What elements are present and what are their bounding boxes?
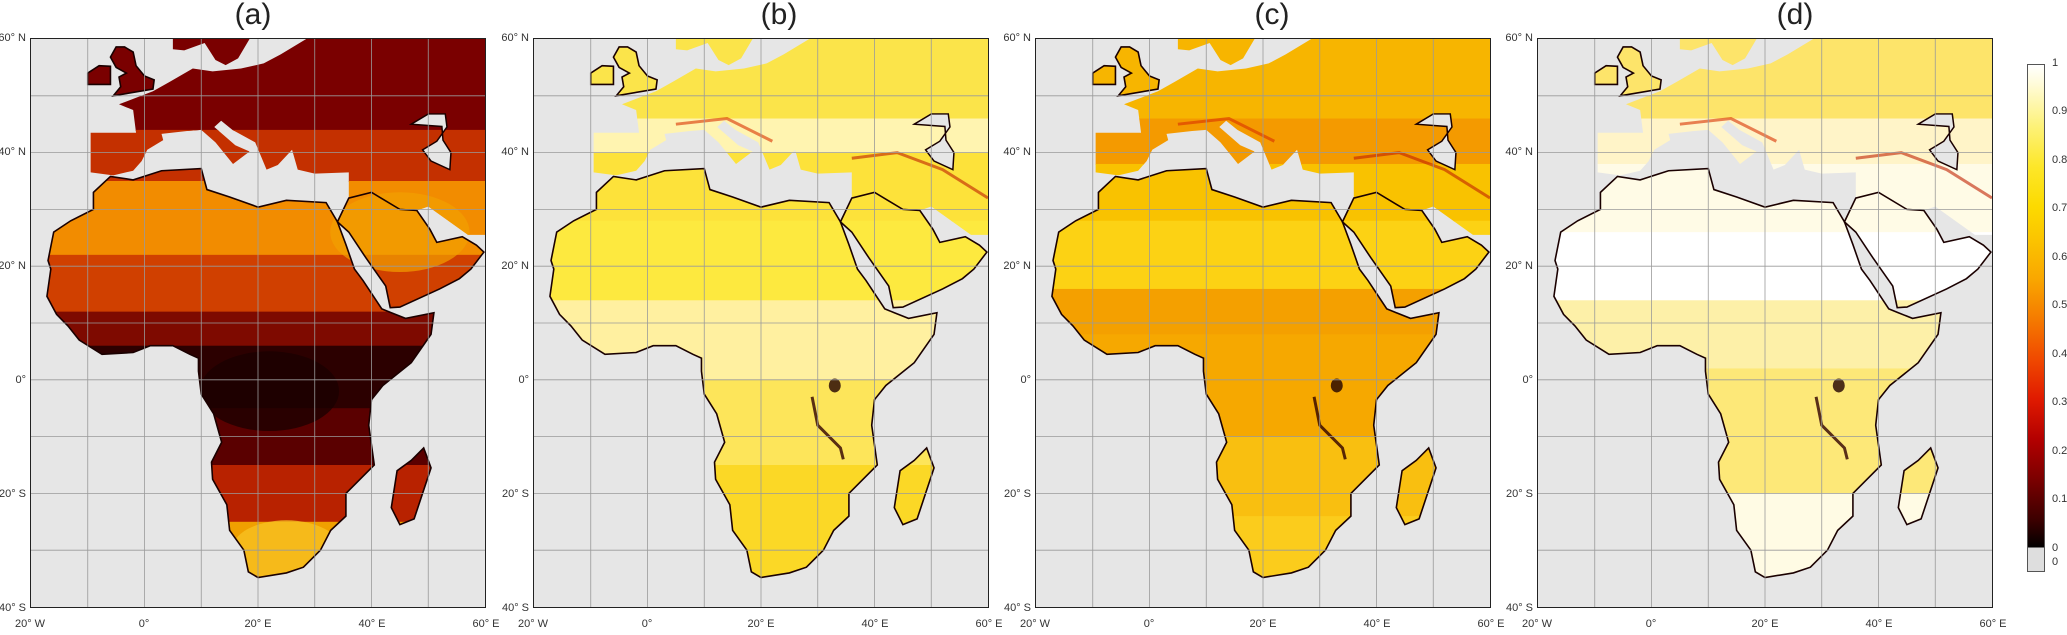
longitude-label: 20° E <box>1249 618 1277 630</box>
coastline <box>589 64 615 86</box>
latitude-label: 20° S <box>501 488 529 500</box>
colorbar-tick: 0.3 <box>2052 396 2067 409</box>
colorbar-tick: 0.9 <box>2052 105 2067 118</box>
colorbar-tick: 0.8 <box>2052 153 2067 166</box>
latitude-label: 60° N <box>1505 32 1533 44</box>
value-band <box>1051 220 1490 290</box>
latitude-label: 20° N <box>1003 260 1031 272</box>
dark-core <box>199 351 340 432</box>
longitude-label: 40° E <box>861 618 889 630</box>
longitude-label: 0° <box>1143 618 1155 630</box>
panel-title-c: (c) <box>1254 0 1290 31</box>
coastline <box>109 46 156 97</box>
latitude-label: 40° S <box>501 602 529 614</box>
latitude-label: 20° N <box>501 260 529 272</box>
latitude-label: 20° S <box>1505 488 1533 500</box>
value-band <box>1553 232 1992 302</box>
map-svg <box>31 39 485 607</box>
latitude-label: 40° N <box>501 146 529 158</box>
longitude-label: 0° <box>641 618 653 630</box>
longitude-label: 0° <box>1645 618 1657 630</box>
longitude-label: 40° E <box>1363 618 1391 630</box>
latitude-label: 40° N <box>1505 146 1533 158</box>
colorbar <box>2027 64 2045 572</box>
latitude-label: 40° N <box>1003 146 1031 158</box>
latitude-label: 40° S <box>0 602 26 614</box>
coastline <box>1114 46 1161 97</box>
latitude-label: 40° N <box>0 146 26 158</box>
longitude-label: 20° W <box>1019 618 1051 630</box>
map-panel-c <box>1035 38 1491 608</box>
panel-title-b: (b) <box>760 0 798 31</box>
colorbar-tick: 0.4 <box>2052 347 2067 360</box>
colorbar-nodata-tick: 0 <box>2052 556 2059 568</box>
latitude-label: 0° <box>1522 374 1533 386</box>
alps-feature <box>1679 116 1778 143</box>
colorbar-tick: 0.7 <box>2052 202 2067 215</box>
latitude-label: 20° S <box>0 488 26 500</box>
colorbar-tick: 0.2 <box>2052 444 2067 457</box>
map-panel-d <box>1537 38 1993 608</box>
caspian-sea <box>408 113 452 171</box>
map-svg <box>1538 39 1992 607</box>
map-panel-a <box>30 38 486 608</box>
longitude-label: 20° E <box>1751 618 1779 630</box>
longitude-label: 0° <box>138 618 150 630</box>
latitude-label: 60° N <box>501 32 529 44</box>
latitude-label: 60° N <box>0 32 26 44</box>
coastline <box>612 46 659 97</box>
coastline <box>1616 46 1663 97</box>
latitude-label: 60° N <box>1003 32 1031 44</box>
latitude-label: 0° <box>15 374 26 386</box>
alps-feature <box>1177 116 1276 143</box>
longitude-label: 20° W <box>517 618 549 630</box>
caspian-sea <box>1915 113 1959 171</box>
latitude-label: 40° S <box>1505 602 1533 614</box>
caspian-sea <box>911 113 955 171</box>
colorbar-tick: 0.1 <box>2052 493 2067 506</box>
longitude-label: 60° E <box>472 618 500 630</box>
longitude-label: 20° E <box>244 618 272 630</box>
latitude-label: 20° S <box>1003 488 1031 500</box>
longitude-label: 40° E <box>358 618 386 630</box>
longitude-label: 60° E <box>1477 618 1505 630</box>
map-svg <box>1036 39 1490 607</box>
coastline <box>1593 64 1619 86</box>
colorbar-tick: 0.6 <box>2052 250 2067 263</box>
colorbar-tick: 1 <box>2052 57 2059 69</box>
value-band <box>549 220 988 302</box>
panel-title-a: (a) <box>234 0 272 31</box>
longitude-label: 20° W <box>14 618 46 630</box>
lake-victoria <box>1330 378 1343 393</box>
colorbar-tick: 0 <box>2052 541 2059 554</box>
lake-victoria <box>828 378 841 393</box>
latitude-label: 20° N <box>0 260 26 272</box>
coastline <box>1091 64 1117 86</box>
latitude-label: 0° <box>518 374 529 386</box>
latitude-label: 20° N <box>1505 260 1533 272</box>
coastline <box>86 64 112 86</box>
map-panel-b <box>533 38 989 608</box>
latitude-label: 40° S <box>1003 602 1031 614</box>
longitude-label: 20° E <box>747 618 775 630</box>
lake-victoria <box>1832 378 1845 393</box>
latitude-label: 0° <box>1020 374 1031 386</box>
longitude-label: 40° E <box>1865 618 1893 630</box>
longitude-label: 60° E <box>975 618 1003 630</box>
longitude-label: 60° E <box>1979 618 2007 630</box>
panel-title-d: (d) <box>1776 0 1814 31</box>
longitude-label: 20° W <box>1521 618 1553 630</box>
caspian-sea <box>1413 113 1457 171</box>
alps-feature <box>675 116 774 143</box>
map-svg <box>534 39 988 607</box>
colorbar-tick: 0.5 <box>2052 299 2067 312</box>
